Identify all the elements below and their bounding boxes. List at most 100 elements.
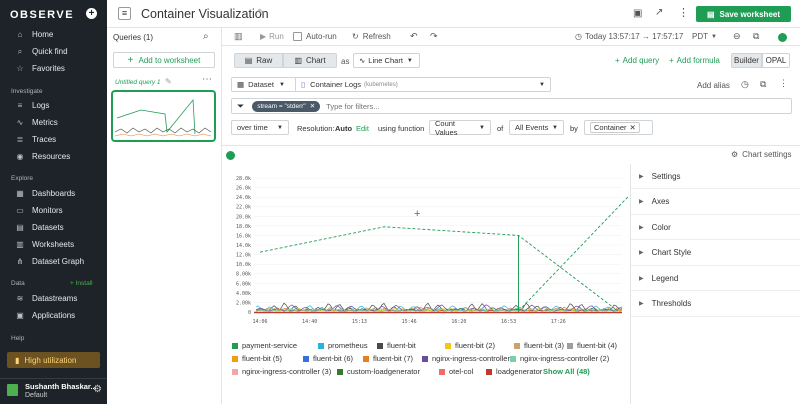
- install-link[interactable]: + Install: [70, 280, 93, 287]
- settings-section-chart-style[interactable]: ▶ Chart Style: [631, 241, 800, 266]
- filter-input[interactable]: [326, 101, 627, 111]
- user-profile[interactable]: Sushanth Bhaskar... Default ⚙: [0, 378, 107, 404]
- line-chart[interactable]: 0 2.00k 4.00k 6.00k 8.00k 10.0k 12.0k 14.0k 16.0…: [224, 170, 628, 330]
- close-icon[interactable]: ✕: [309, 103, 316, 110]
- query-thumbnail[interactable]: [111, 90, 216, 142]
- sidebar-item-dashboards[interactable]: ▦ Dashboards: [0, 185, 107, 202]
- edit-pencil-icon[interactable]: ✎: [257, 8, 266, 19]
- legend-show-all-link[interactable]: Show All (48): [543, 367, 590, 376]
- sidebar-item-monitors[interactable]: ▭ Monitors: [0, 202, 107, 219]
- legend-item[interactable]: loadgenerator: [486, 367, 542, 376]
- menu-icon[interactable]: ≡: [118, 7, 131, 20]
- refresh-button[interactable]: ↻ Refresh: [352, 32, 391, 41]
- settings-section-color[interactable]: ▶ Color: [631, 215, 800, 240]
- sidebar-item-quick-find[interactable]: ⌕ Quick find: [0, 43, 107, 60]
- auto-run-toggle[interactable]: Auto-run: [293, 32, 337, 41]
- legend-item[interactable]: nginx-ingress-controller (2): [510, 354, 609, 363]
- sidebar-item-dataset-graph[interactable]: ⋔ Dataset Graph: [0, 253, 107, 270]
- legend-item[interactable]: fluent-bit (2): [445, 341, 495, 350]
- undo-icon[interactable]: ↶: [410, 31, 418, 41]
- sidebar-item-logs[interactable]: ≡ Logs: [0, 97, 107, 114]
- add-formula-button[interactable]: + Add formula: [669, 56, 720, 65]
- chart-view-tab[interactable]: ▥ Chart: [283, 53, 337, 68]
- add-alias-link[interactable]: Add alias: [697, 81, 730, 90]
- sidebar-item-datastreams[interactable]: ≋ Datastreams: [0, 290, 107, 307]
- edit-query-icon[interactable]: ✎: [165, 77, 172, 86]
- group-by-chip[interactable]: Container ✕: [590, 122, 640, 133]
- high-utilization-label: High utilization: [24, 355, 77, 365]
- settings-section-thresholds[interactable]: ▶ Thresholds: [631, 292, 800, 317]
- sidebar-item-resources[interactable]: ◉ Resources: [0, 148, 107, 165]
- legend-item[interactable]: fluent-bit (7): [363, 354, 413, 363]
- legend-item[interactable]: payment-service: [232, 341, 297, 350]
- more-horizontal-icon[interactable]: ⋯: [202, 74, 212, 85]
- high-utilization-button[interactable]: ▮ High utilization: [7, 352, 100, 368]
- settings-gear-icon[interactable]: ⚙: [93, 384, 102, 395]
- run-button[interactable]: ▶ Run: [260, 32, 284, 41]
- sidebar-item-home[interactable]: ⌂ Home: [0, 26, 107, 43]
- legend-item[interactable]: custom-loadgenerator: [337, 367, 420, 376]
- legend-item[interactable]: fluent-bit (5): [232, 354, 282, 363]
- legend-item[interactable]: fluent-bit: [377, 341, 416, 350]
- add-to-worksheet-button[interactable]: + Add to worksheet: [113, 52, 215, 68]
- copy-icon[interactable]: ⧉: [760, 79, 767, 89]
- search-icon[interactable]: ⌕: [203, 31, 209, 42]
- filter-bar[interactable]: ⏷ stream = "stderr" ✕: [231, 98, 792, 114]
- time-range-picker[interactable]: ◷ Today 13:57:17 → 17:57:17: [575, 32, 683, 41]
- sidebar-item-metrics[interactable]: ∿ Metrics: [0, 114, 107, 131]
- chart-settings-button[interactable]: ⚙ Chart settings: [731, 150, 792, 159]
- more-vertical-icon[interactable]: ⋮: [779, 78, 788, 88]
- legend-item[interactable]: nginx-ingress-controller (3): [232, 367, 331, 376]
- opal-tab[interactable]: OPAL: [762, 53, 790, 68]
- more-vertical-icon[interactable]: ⋮: [678, 7, 689, 19]
- legend-item[interactable]: fluent-bit (3): [514, 341, 564, 350]
- legend-item[interactable]: prometheus: [318, 341, 368, 350]
- function-select[interactable]: Count Values ▼: [429, 119, 491, 137]
- over-time-select[interactable]: over time ▼: [231, 120, 289, 135]
- group-by-field[interactable]: Container ✕: [584, 120, 653, 135]
- chevron-right-icon: ▶: [639, 173, 644, 180]
- save-worksheet-button[interactable]: ▤ Save worksheet: [696, 6, 791, 22]
- builder-tab[interactable]: Builder: [731, 53, 762, 68]
- observe-logo[interactable]: OBSERVE: [10, 9, 75, 21]
- of-select[interactable]: All Events ▼: [509, 120, 564, 135]
- auto-run-checkbox[interactable]: [293, 32, 302, 41]
- legend-item[interactable]: otel-col: [439, 367, 473, 376]
- sidebar-item-datasets[interactable]: ▤ Datasets: [0, 219, 107, 236]
- dataset-type-select[interactable]: ▦ Dataset ▼: [231, 77, 299, 92]
- new-plus-icon[interactable]: +: [86, 8, 97, 19]
- duplicate-icon[interactable]: ⧉: [753, 31, 760, 41]
- chart-type-select[interactable]: ∿ Line Chart ▼: [353, 53, 420, 68]
- zoom-out-icon[interactable]: ⊖: [733, 31, 741, 41]
- chevron-right-icon: ▶: [639, 199, 644, 205]
- close-icon[interactable]: ✕: [629, 123, 636, 132]
- legend-item[interactable]: nginx-ingress-controller: [422, 354, 510, 363]
- worksheet-title[interactable]: Container Visualization: [141, 7, 269, 21]
- legend-item[interactable]: fluent-bit (4): [567, 341, 617, 350]
- redo-icon[interactable]: ↷: [430, 31, 438, 41]
- settings-section-axes[interactable]: ▶ Axes: [631, 190, 800, 215]
- sidebar-item-worksheets[interactable]: ▥ Worksheets: [0, 236, 107, 253]
- sidebar-item-traces[interactable]: ≣ Traces: [0, 131, 107, 148]
- star-icon: ☆: [16, 64, 24, 73]
- resolution-edit-link[interactable]: Edit: [356, 124, 369, 133]
- settings-section-settings[interactable]: ▶ Settings: [631, 164, 800, 189]
- share-arrow-icon[interactable]: ↗: [655, 7, 664, 18]
- filter-pill[interactable]: stream = "stderr" ✕: [252, 100, 321, 112]
- layout-icon[interactable]: ▥: [234, 31, 243, 41]
- play-icon: ▶: [260, 32, 267, 41]
- settings-section-legend[interactable]: ▶ Legend: [631, 266, 800, 291]
- dataset-select[interactable]: ▯ Container Logs (kubernetes) ▼: [295, 77, 551, 92]
- history-icon[interactable]: ◷: [741, 79, 749, 89]
- share-screen-icon[interactable]: ▣: [633, 8, 643, 19]
- sidebar-item-favorites[interactable]: ☆ Favorites: [0, 60, 107, 77]
- raw-view-tab[interactable]: ▤ Raw: [234, 53, 283, 68]
- add-query-button[interactable]: + Add query: [615, 56, 659, 65]
- y-tick-label: 10.0k: [236, 262, 251, 268]
- chart-settings-label: Chart settings: [742, 150, 792, 159]
- timezone-select[interactable]: PDT ▼: [692, 32, 717, 41]
- query-name[interactable]: Untitled query 1: [115, 79, 161, 86]
- dataset-type-value: Dataset: [248, 80, 274, 89]
- sidebar-item-applications[interactable]: ▣ Applications: [0, 307, 107, 324]
- legend-item[interactable]: fluent-bit (6): [303, 354, 353, 363]
